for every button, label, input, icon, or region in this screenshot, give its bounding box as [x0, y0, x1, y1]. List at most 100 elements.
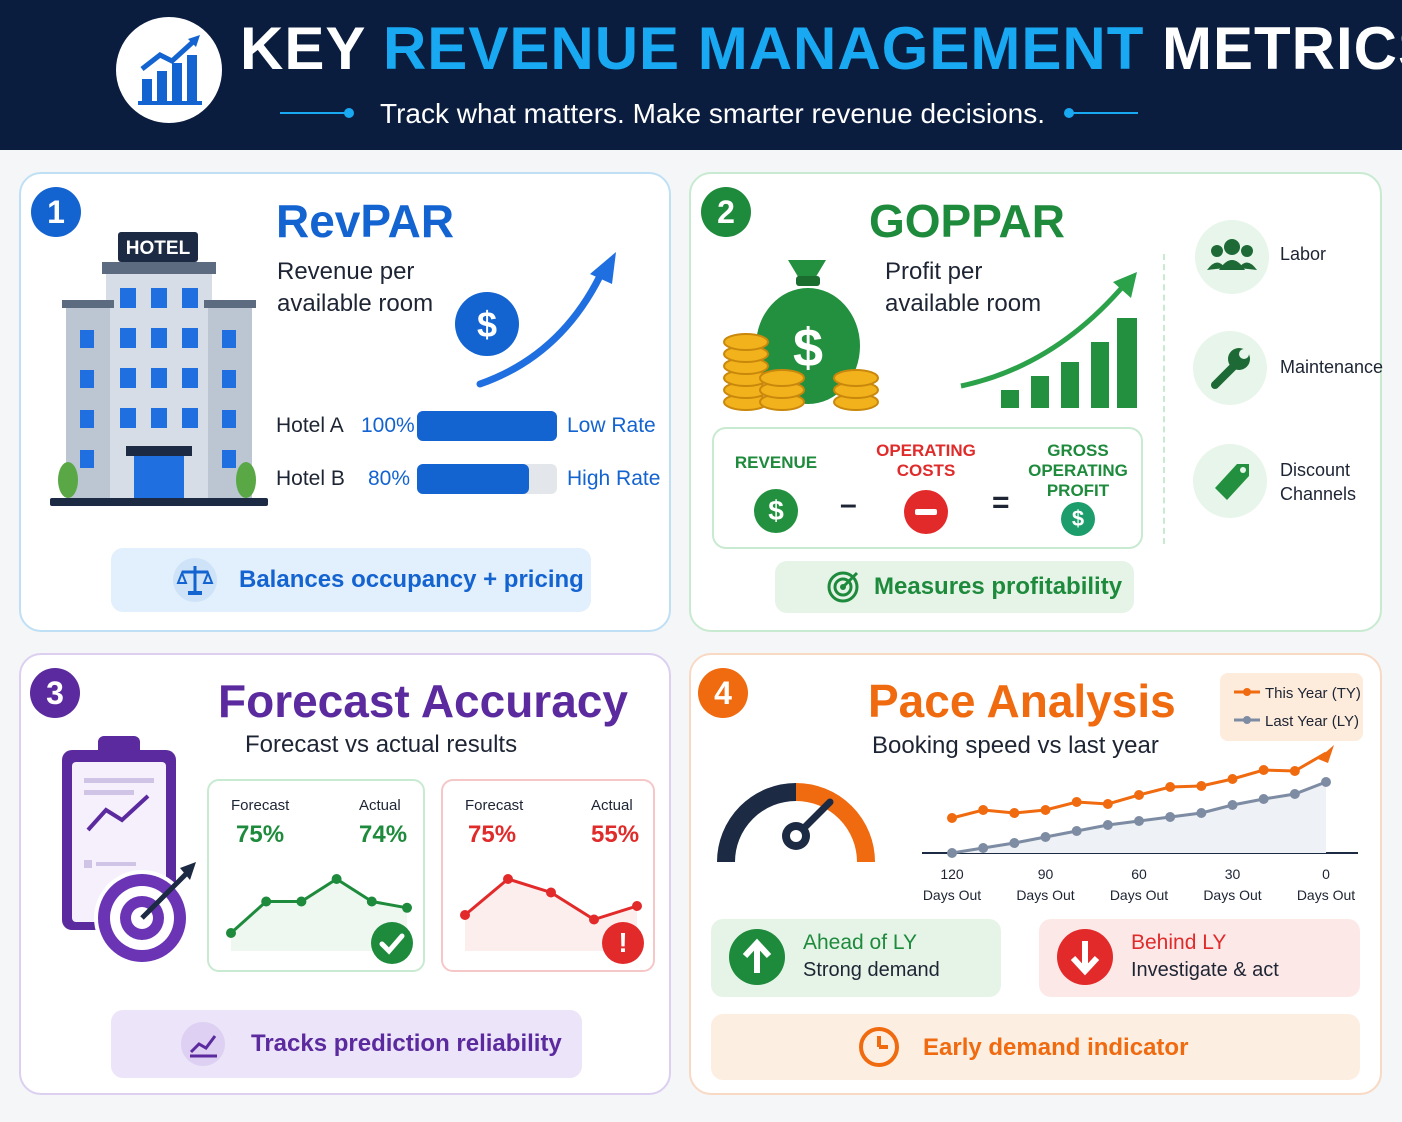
hotel-building-icon: HOTEL	[50, 232, 268, 506]
good-forecast-label: Forecast	[231, 797, 290, 814]
bad-forecast-value: 75%	[468, 821, 517, 848]
revpar-bar-b-fill	[417, 464, 529, 494]
down-arrow-icon	[1057, 929, 1113, 985]
revpar-growth-graphic: $	[455, 252, 616, 388]
good-trend-point-2	[296, 896, 307, 907]
check-icon	[371, 922, 413, 964]
ly-point-10	[1258, 794, 1269, 804]
goppar-pill-text: Measures profitability	[874, 573, 1123, 600]
formula-equals: =	[992, 486, 1010, 519]
forecast-title: Forecast Accuracy	[218, 675, 628, 727]
svg-text:$: $	[793, 318, 823, 378]
profit-dollar-icon: $	[1061, 502, 1095, 536]
page-subtitle: Track what matters. Make smarter revenue…	[380, 98, 1045, 129]
x-tick-2: 60	[1131, 866, 1147, 882]
tag-icon	[1193, 444, 1267, 518]
ly-point-2	[1009, 838, 1020, 848]
bad-actual-label: Actual	[591, 797, 633, 814]
revpar-subtitle: Revenue per available room	[277, 256, 433, 320]
svg-text:$: $	[477, 304, 497, 345]
legend-ty-marker	[1234, 688, 1260, 696]
x-tick-1: 90	[1038, 866, 1054, 882]
money-bag-icon: $	[723, 260, 879, 411]
ty-point-2	[1009, 808, 1020, 818]
pace-pill-text: Early demand indicator	[923, 1034, 1189, 1061]
formula-profit-label-line-1: GROSS	[1047, 441, 1109, 460]
x-tick-4: 0	[1322, 866, 1330, 882]
bad-trend-point-3	[589, 914, 599, 925]
ty-point-0	[947, 813, 957, 823]
subtitle-dot-right	[1064, 108, 1074, 118]
alert-icon: !	[602, 922, 644, 964]
revpar-bar-b	[417, 464, 557, 494]
good-trend-point-4	[366, 896, 377, 907]
trend-chart-icon	[181, 1022, 225, 1066]
ly-point-9	[1227, 800, 1238, 810]
revpar-row-b-label: Hotel B	[276, 467, 345, 490]
x-tick-label-0: Days Out	[923, 887, 981, 903]
ty-point-12	[1318, 745, 1334, 763]
forecast-subtitle: Forecast vs actual results	[245, 731, 518, 758]
forecast-pill: Tracks prediction reliability	[111, 1010, 582, 1078]
dollar-coin-icon	[455, 292, 519, 356]
behind-title: Behind LY	[1131, 931, 1227, 954]
ahead-title: Ahead of LY	[803, 931, 918, 954]
profit-growth-graphic	[960, 272, 1137, 408]
minus-circle-icon	[904, 490, 948, 534]
good-trend-point-3	[331, 874, 342, 884]
bad-trend-point-2	[546, 887, 556, 898]
revpar-number-badge: 1	[31, 187, 81, 237]
pace-pill: Early demand indicator	[711, 1014, 1360, 1080]
revpar-bar-a	[417, 411, 557, 441]
revpar-bar-a-fill	[417, 411, 557, 441]
subtitle-line-left	[280, 112, 346, 114]
formula-profit-label: GROSS OPERATING PROFIT	[1028, 441, 1128, 501]
bad-trend-area	[465, 879, 637, 951]
revpar-row-a-label: Hotel A	[276, 414, 344, 437]
subtitle-dot-left	[344, 108, 354, 118]
clock-icon	[859, 1027, 899, 1067]
ly-point-5	[1102, 820, 1113, 830]
revenue-dollar-icon: $	[754, 489, 798, 533]
good-trend-point-5	[402, 902, 412, 913]
good-trend-line	[229, 877, 408, 935]
bad-trend-point-4	[632, 901, 642, 911]
ly-point-1	[978, 843, 989, 853]
people-icon	[1195, 220, 1269, 294]
legend-ly: Last Year (LY)	[1265, 713, 1359, 730]
forecast-number-badge: 3	[30, 668, 80, 718]
clipboard-target-icon	[62, 736, 196, 966]
x-tick-3: 30	[1225, 866, 1241, 882]
revpar-row-a-pct: 100%	[361, 414, 415, 437]
behind-box: Behind LY Investigate & act	[1039, 919, 1360, 997]
pace-legend: This Year (TY) Last Year (LY)	[1220, 673, 1363, 741]
x-tick-label-4: Days Out	[1297, 887, 1355, 903]
formula-costs-label: OPERATING COSTS	[874, 441, 978, 481]
ty-point-10	[1258, 765, 1269, 775]
good-trend-point-0	[226, 928, 236, 938]
formula-costs-label-line-2: COSTS	[896, 461, 956, 480]
revpar-row-b-rate: High Rate	[567, 467, 661, 490]
ty-point-5	[1102, 799, 1113, 809]
ty-point-1	[978, 805, 989, 815]
goppar-formula	[712, 427, 1143, 549]
pace-title: Pace Analysis	[868, 675, 1176, 727]
speedometer-icon	[717, 783, 875, 863]
wrench-icon	[1193, 331, 1267, 405]
pace-number-badge: 4	[698, 668, 748, 718]
header: KEY REVENUE MANAGEMENT METRICS Track wha…	[0, 0, 1402, 150]
goppar-subtitle-line-1: Profit per	[885, 258, 983, 285]
goppar-subtitle: Profit per available room	[885, 256, 1041, 320]
revpar-subtitle-line-2: available room	[277, 290, 434, 317]
page-title: KEY REVENUE MANAGEMENT METRICS	[240, 14, 1402, 83]
factor-discount-line-1: Discount	[1280, 460, 1351, 480]
ahead-text: Strong demand	[803, 959, 940, 981]
good-actual-value: 74%	[359, 821, 408, 848]
ty-point-7	[1165, 782, 1176, 792]
pace-line-chart: 120 Days Out 90 Days Out 60 Days Out 30 Days Ou…	[922, 745, 1358, 903]
ly-point-12	[1321, 777, 1331, 787]
forecast-pill-text: Tracks prediction reliability	[251, 1030, 562, 1057]
bad-forecast-label: Forecast	[465, 797, 524, 814]
x-tick-label-1: Days Out	[1016, 887, 1074, 903]
formula-profit-label-line-2: OPERATING	[1028, 461, 1128, 480]
